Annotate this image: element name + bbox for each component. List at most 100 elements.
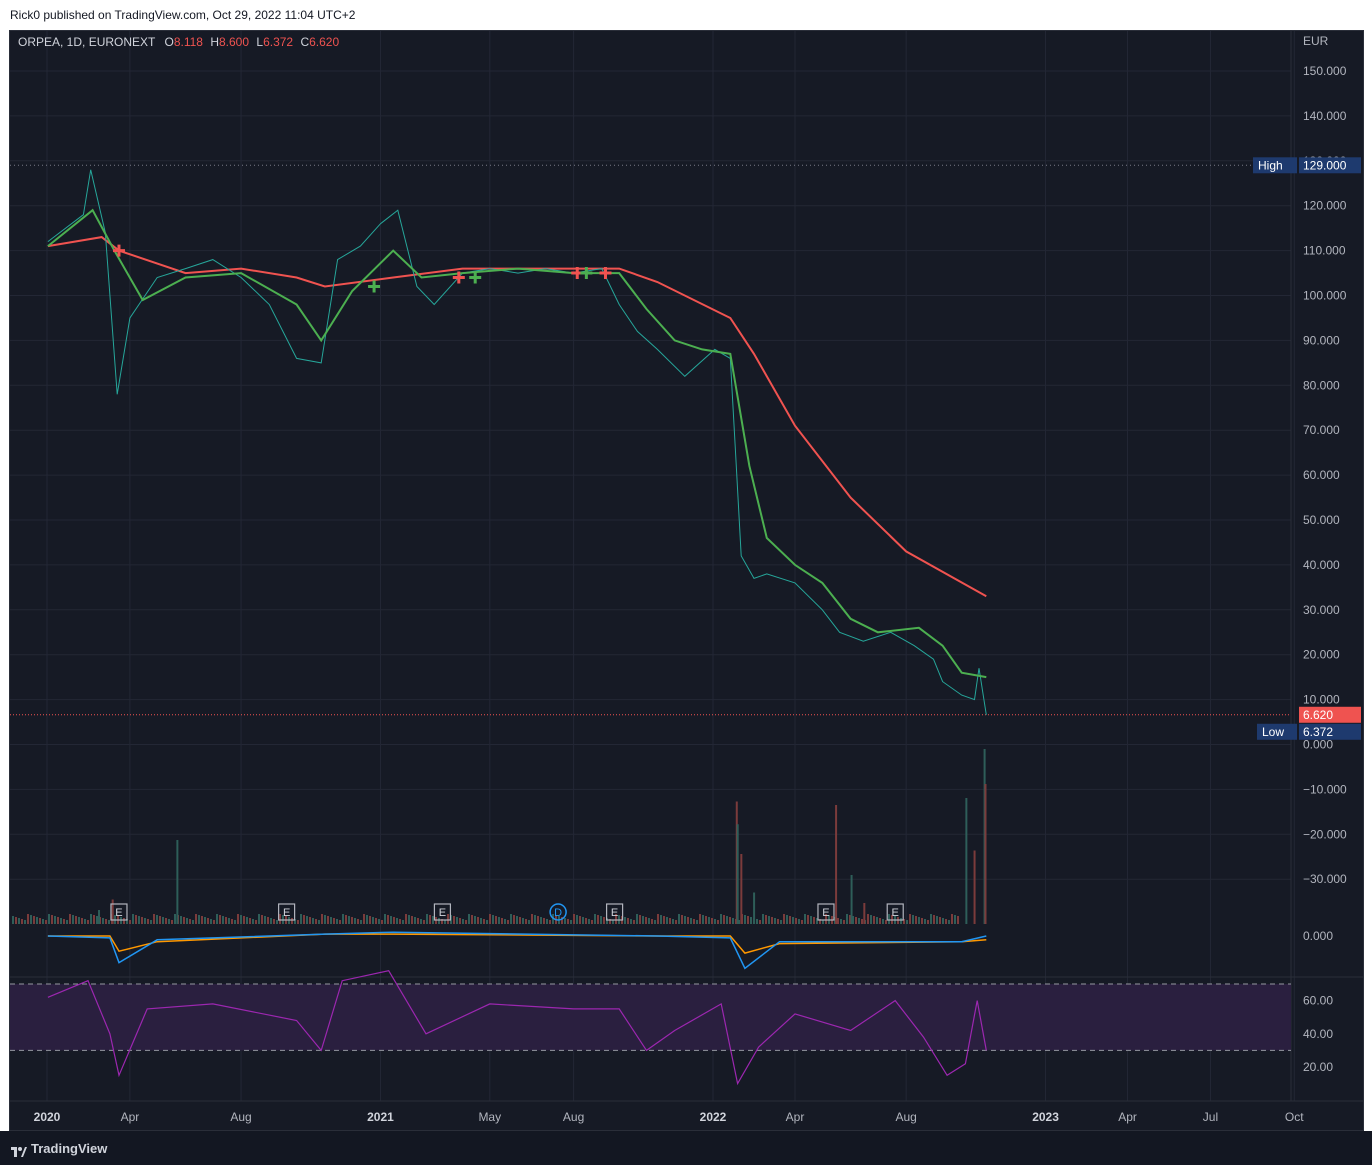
earnings-marker-label: E [439,907,446,919]
volume-bar [378,919,380,924]
price-tick-label: 120.000 [1303,199,1347,213]
volume-bar [855,917,857,924]
volume-bar [105,919,107,924]
volume-bar [264,916,266,924]
time-tick-label: May [478,1110,501,1124]
volume-bar [474,916,476,924]
volume-bar [420,919,422,924]
volume-bar [594,914,596,924]
volume-bar [447,914,449,924]
volume-bar [678,914,680,924]
tradingview-logo[interactable]: TradingView [11,1141,107,1157]
volume-bar [423,920,425,924]
volume-bar [66,920,68,924]
volume-bar [945,919,947,924]
price-tick-label: 70.000 [1303,423,1340,437]
footer: TradingView [0,1131,1372,1165]
volume-bar [948,920,950,924]
volume-bar [309,917,311,924]
earnings-marker-label: E [822,907,829,919]
volume-bar [198,915,200,924]
volume-bar [252,919,254,924]
volume-bar [108,920,110,924]
volume-bar [573,914,575,924]
price-tick-label: 150.000 [1303,64,1347,78]
volume-bar [327,916,329,924]
volume-bar [495,916,497,924]
volume-bar [255,920,257,924]
volume-bar [54,916,56,924]
volume-bar [261,915,263,924]
earnings-marker-label: E [611,907,618,919]
volume-bar [180,916,182,924]
volume-bar [387,915,389,924]
volume-bar [438,918,440,924]
volume-bar [156,915,158,924]
volume-bar [786,915,788,924]
volume-bar [312,918,314,924]
ema-fast-line [47,208,987,679]
volume-bar [681,915,683,924]
volume-bar [627,918,629,924]
earnings-marker-label: E [892,907,899,919]
volume-bar [231,919,233,924]
volume-bar [369,916,371,924]
volume-bar [915,916,917,924]
volume-bar [540,917,542,924]
volume-bar [585,918,587,924]
volume-bar [144,918,146,924]
volume-bar [360,920,362,924]
high-label-bg [1253,157,1297,174]
volume-bar [396,918,398,924]
volume-bar [87,920,89,924]
volume-bar [711,918,713,924]
volume-bar [72,915,74,924]
volume-bar [171,920,173,924]
volume-bar [777,919,779,924]
volume-bar [636,914,638,924]
volume-bar [834,917,836,924]
volume-bar [162,917,164,924]
volume-bar [51,915,53,924]
volume-bar [147,919,149,924]
macd-axis-label: 0.000 [1303,929,1333,943]
volume-bar [525,919,527,924]
volume-bar [669,918,671,924]
volume-bar [501,918,503,924]
volume-bar [297,920,299,924]
volume-bar [615,914,617,924]
volume-bar [363,914,365,924]
price-tick-label: 30.000 [1303,603,1340,617]
volume-bar [528,920,530,924]
volume-bar [708,917,710,924]
volume-bar [408,915,410,924]
price-tick-label: 80.000 [1303,378,1340,392]
volume-bar [18,918,20,924]
earnings-marker-label: E [115,907,122,919]
volume-bar [75,916,77,924]
volume-bar [414,917,416,924]
volume-bar [138,916,140,924]
volume-bar [921,918,923,924]
volume-bar [81,918,83,924]
cross-marker [112,244,125,257]
volume-bar [381,920,383,924]
legend-l-value: 6.372 [263,35,294,49]
low-value: 6.372 [1303,725,1333,739]
volume-spike [973,850,976,924]
price-tick-label: 90.000 [1303,333,1340,347]
chart-frame[interactable]: 150.000140.000130.000120.000110.000100.0… [9,30,1364,1131]
volume-bar [129,920,131,924]
time-tick-label: Aug [230,1110,251,1124]
volume-bar [453,916,455,924]
volume-bar [522,918,524,924]
volume-bar [192,920,194,924]
volume-bar [534,915,536,924]
symbol-legend: ORPEA, 1D, EURONEXT O8.118 H8.600 L6.372… [18,35,339,49]
volume-bar [30,915,32,924]
chart-svg[interactable]: 150.000140.000130.000120.000110.000100.0… [10,31,1363,1130]
cross-marker [580,267,593,280]
volume-bar [903,919,905,924]
volume-bar [276,920,278,924]
volume-bar [912,915,914,924]
